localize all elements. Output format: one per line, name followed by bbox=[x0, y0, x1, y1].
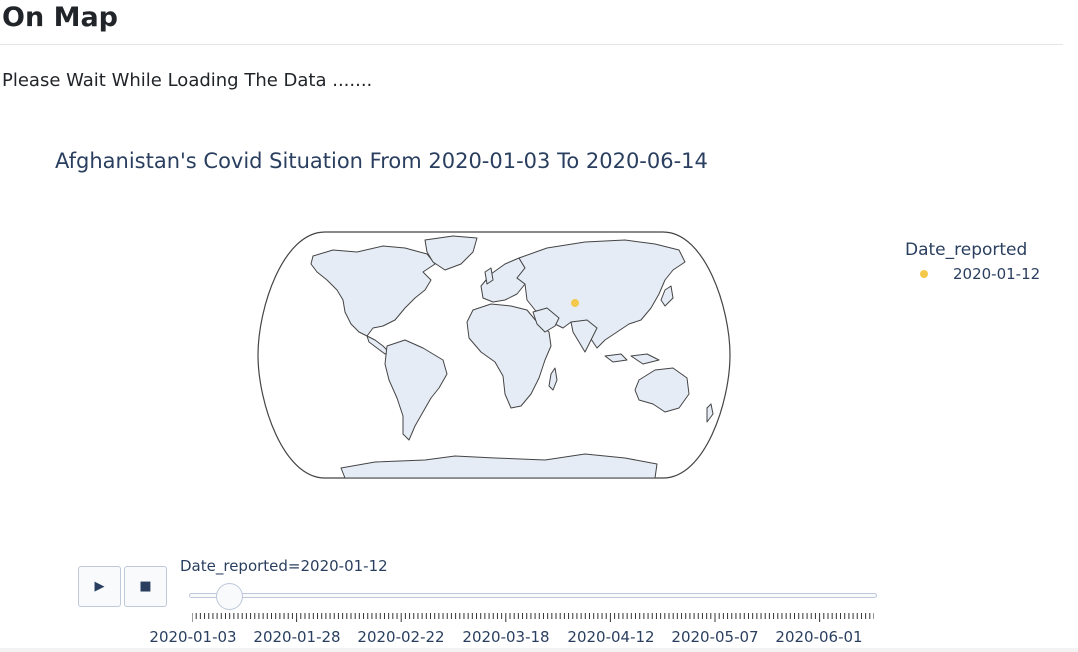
land-new-zealand bbox=[706, 403, 714, 423]
slider-rail[interactable] bbox=[189, 593, 877, 598]
stop-icon: ■ bbox=[139, 579, 152, 594]
land-antarctica bbox=[340, 453, 658, 478]
slider-tick-label[interactable]: 2020-06-01 bbox=[775, 628, 863, 646]
slider-tick-label[interactable]: 2020-01-28 bbox=[253, 628, 341, 646]
slider-current-label: Date_reported=2020-01-12 bbox=[180, 557, 388, 575]
page-title: On Map bbox=[2, 2, 118, 33]
bottom-divider bbox=[0, 648, 1078, 652]
land-greenland bbox=[424, 235, 478, 271]
stop-button[interactable]: ■ bbox=[124, 566, 167, 607]
land-arabia bbox=[532, 307, 560, 333]
land-north-america bbox=[310, 245, 436, 337]
legend-item[interactable]: 2020-01-12 bbox=[920, 264, 1040, 284]
slider-handle[interactable] bbox=[216, 583, 243, 610]
legend-marker-icon bbox=[920, 270, 928, 278]
land-africa bbox=[466, 303, 552, 409]
play-button[interactable]: ▶ bbox=[78, 566, 121, 607]
slider-tick-label[interactable]: 2020-02-22 bbox=[357, 628, 445, 646]
land-south-america bbox=[384, 339, 448, 441]
slider-tick-label[interactable]: 2020-01-03 bbox=[149, 628, 237, 646]
land-indonesia bbox=[604, 353, 660, 365]
slider-tick-label[interactable]: 2020-04-12 bbox=[567, 628, 655, 646]
land-india bbox=[570, 319, 598, 353]
land-uk bbox=[484, 267, 494, 285]
world-map[interactable] bbox=[255, 228, 733, 482]
land-asia bbox=[516, 239, 686, 349]
heading-divider bbox=[0, 44, 1063, 45]
land-japan bbox=[660, 285, 674, 307]
land-australia bbox=[634, 367, 690, 413]
slider-ticks bbox=[192, 613, 874, 622]
slider-tick-label[interactable]: 2020-05-07 bbox=[671, 628, 759, 646]
plot-title: Afghanistan's Covid Situation From 2020-… bbox=[55, 149, 708, 173]
play-icon: ▶ bbox=[94, 579, 105, 594]
loading-message: Please Wait While Loading The Data .....… bbox=[2, 70, 373, 91]
legend-item-label: 2020-01-12 bbox=[953, 265, 1041, 283]
land-madagascar bbox=[548, 367, 558, 391]
afghanistan-marker[interactable] bbox=[571, 299, 579, 307]
legend-title: Date_reported bbox=[905, 240, 1028, 260]
slider-tick-label[interactable]: 2020-03-18 bbox=[462, 628, 550, 646]
world-map-svg[interactable] bbox=[255, 228, 733, 482]
